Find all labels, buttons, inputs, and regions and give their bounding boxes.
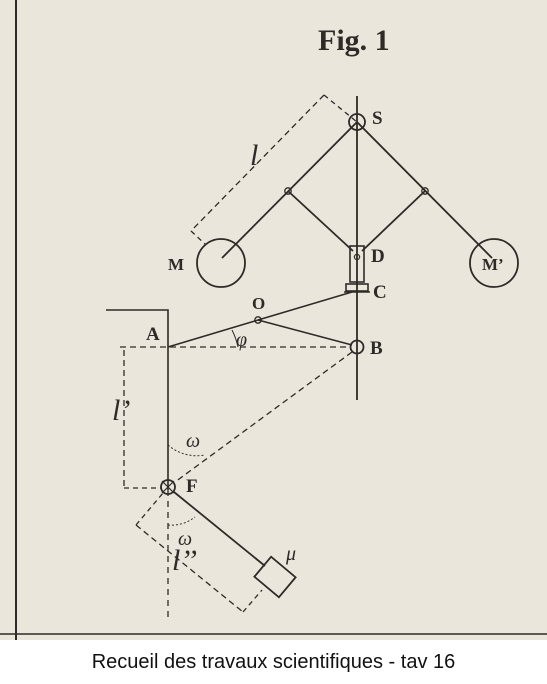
figure-plate: Fig. 1 S D C [0,0,547,640]
dimension-tick-l-bottom [190,230,207,246]
dimension-tick-l-double-prime-bottom [242,589,263,613]
label-l-prime: l’ [112,394,130,427]
label-m-prime: M’ [482,255,504,274]
mechanism-diagram: Fig. 1 S D C [0,0,547,640]
image-caption: Recueil des travaux scientifiques - tav … [0,640,547,684]
label-m: M [168,255,184,274]
figure-title: Fig. 1 [318,24,390,57]
dimension-line-l-double-prime [135,524,244,613]
arm-s-to-m [221,121,358,259]
collar-c [345,283,369,292]
joint-o [254,316,262,324]
label-mu: μ [285,543,296,565]
ball-m [196,238,246,288]
arm-s-to-m-prime [356,121,493,259]
pivot-s [348,113,366,131]
pivot-b [349,339,365,355]
label-phi: φ [236,329,247,351]
dimension-line-l [190,94,325,232]
label-l-double-prime: l’’ [172,544,197,577]
sleeve-d [349,245,365,283]
angle-omega-lower-arc [167,516,196,526]
dimension-tick-l-top [323,94,358,123]
rod-a-to-o [167,319,259,348]
label-omega-lower: ω [178,528,192,550]
dashed-line-b-to-f [174,351,353,483]
mass-mu [253,555,297,599]
label-l: l [250,139,258,172]
joint-right [421,187,429,195]
label-b: B [370,338,383,359]
angle-phi-arc [231,329,239,348]
sleeve-pin [353,253,361,261]
joint-left [284,187,292,195]
link-right-to-sleeve [361,190,426,252]
label-d: D [371,246,385,267]
angle-omega-upper-arc [167,444,206,457]
label-s: S [372,108,383,129]
label-f: F [186,476,198,497]
rod-o-to-b [257,319,353,346]
pivot-f-cross-2 [161,480,175,494]
label-omega-upper: ω [186,430,200,452]
label-c: C [373,282,387,303]
pivot-f [160,479,176,495]
dimension-tick-l-double-prime-top [135,492,164,526]
rod-o-to-c [257,291,353,321]
label-a: A [146,324,160,345]
ball-m-prime [469,238,519,288]
pendulum-arm [173,491,266,567]
frame-at-a [106,309,169,490]
label-o: O [252,294,265,313]
link-left-to-sleeve [287,190,354,252]
